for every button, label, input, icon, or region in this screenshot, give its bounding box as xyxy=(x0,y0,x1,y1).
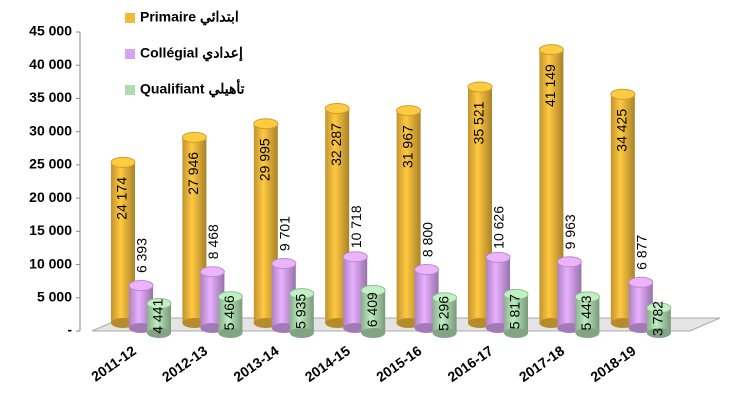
legend-label: Primaire ابتدائي xyxy=(140,9,239,26)
bar xyxy=(575,296,600,333)
x-tick-label: 2018-19 xyxy=(587,342,638,385)
value-label: 5 296 xyxy=(435,296,451,331)
bar-top xyxy=(289,288,315,300)
value-label: 29 995 xyxy=(257,138,273,181)
value-label: 41 149 xyxy=(542,64,558,107)
bar-top xyxy=(360,284,386,296)
value-label: 35 521 xyxy=(471,101,487,144)
y-tick-label: 10 000 xyxy=(29,255,72,271)
x-tick-label: 2014-15 xyxy=(302,342,353,385)
value-label: 9 701 xyxy=(277,216,293,251)
y-tick-label: 5 000 xyxy=(37,288,72,304)
bar xyxy=(289,293,314,333)
bar-top xyxy=(217,291,243,303)
bar-base xyxy=(289,328,314,338)
y-tick-label: 25 000 xyxy=(29,156,72,172)
legend-label: Qualifiant تأهيلي xyxy=(140,79,245,98)
bar-base xyxy=(147,328,171,338)
bar-top xyxy=(485,251,511,263)
bar-top xyxy=(628,276,654,288)
value-label: 8 800 xyxy=(419,222,435,257)
bar-top xyxy=(199,266,225,278)
y-tick-label: 35 000 xyxy=(29,89,72,105)
bar-top xyxy=(324,102,350,114)
bar-top xyxy=(432,292,458,304)
legend-label: Collégial إعدادي xyxy=(140,45,243,63)
y-tick-label: - xyxy=(67,322,72,338)
y-tick-label: 30 000 xyxy=(29,122,72,138)
bar-top xyxy=(396,105,422,117)
value-label: 27 946 xyxy=(185,152,201,195)
value-label: 6 409 xyxy=(364,292,380,327)
bar xyxy=(432,297,457,333)
bar-base xyxy=(218,328,243,338)
value-label: 5 466 xyxy=(221,295,237,330)
bar-base xyxy=(575,328,600,338)
x-tick-label: 2017-18 xyxy=(516,342,567,385)
bar-top xyxy=(128,280,154,292)
bar-top xyxy=(610,88,636,100)
value-label: 10 718 xyxy=(348,205,364,248)
value-label: 31 967 xyxy=(399,125,415,168)
bar xyxy=(361,290,386,333)
x-tick-label: 2016-17 xyxy=(445,342,496,385)
value-label: 6 877 xyxy=(634,235,650,270)
bar-base xyxy=(432,328,457,338)
bar-base xyxy=(504,328,528,338)
value-label: 4 441 xyxy=(150,299,166,334)
value-label: 3 782 xyxy=(650,301,666,336)
x-tick-label: 2012-13 xyxy=(159,342,210,385)
bar-top xyxy=(181,131,207,143)
x-tick-label: 2015-16 xyxy=(373,342,424,385)
bar-top xyxy=(271,258,297,270)
value-label: 34 425 xyxy=(614,109,630,152)
bar-top xyxy=(574,291,600,303)
value-label: 24 174 xyxy=(114,177,130,220)
bar-top xyxy=(467,81,493,93)
bar-top xyxy=(110,156,136,168)
value-label: 10 626 xyxy=(491,206,507,249)
value-label: 5 443 xyxy=(578,295,594,330)
y-tick-label: 15 000 xyxy=(29,222,72,238)
y-tick-label: 45 000 xyxy=(29,23,72,39)
bar xyxy=(218,296,243,333)
bar-top xyxy=(503,288,529,300)
value-label: 8 468 xyxy=(205,224,221,259)
value-label: 5 935 xyxy=(293,294,309,329)
bar-base xyxy=(361,328,386,338)
bar-top xyxy=(538,44,564,56)
bar-base xyxy=(646,328,671,338)
value-label: 6 393 xyxy=(134,238,150,273)
bar-top xyxy=(253,118,279,130)
value-label: 32 287 xyxy=(328,123,344,166)
legend-swatch xyxy=(125,49,135,59)
legend-swatch xyxy=(125,13,135,23)
bar-top xyxy=(556,256,582,268)
y-tick-label: 20 000 xyxy=(29,189,72,205)
bar-top xyxy=(414,264,440,276)
legend-swatch xyxy=(125,85,135,95)
bar-top xyxy=(646,302,672,314)
value-label: 5 817 xyxy=(507,294,523,329)
y-tick-label: 40 000 xyxy=(29,56,72,72)
bar-top xyxy=(146,297,172,309)
x-tick-label: 2013-14 xyxy=(230,342,281,385)
x-tick-label: 2011-12 xyxy=(88,342,139,384)
bar xyxy=(504,294,528,333)
value-label: 9 963 xyxy=(562,214,578,249)
bar-top xyxy=(342,251,368,263)
